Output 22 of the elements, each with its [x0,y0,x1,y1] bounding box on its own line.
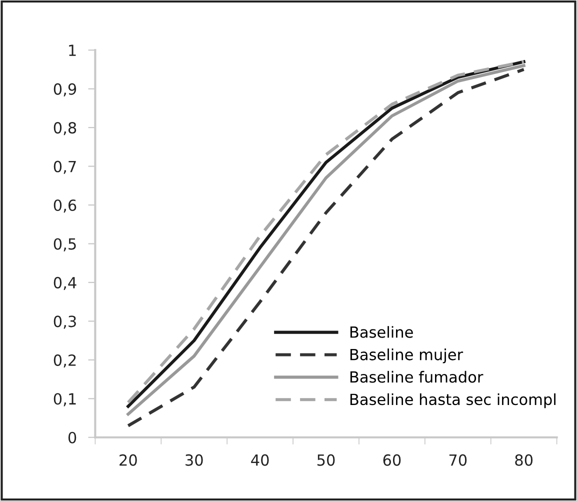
y-tick-label: 0,6 [54,199,76,213]
legend-label: Baseline hasta sec incompl [350,393,556,408]
x-tick-label: 50 [317,454,335,466]
y-tick-label: 0,8 [54,122,76,136]
y-tick-label: 0,5 [54,238,76,252]
y-tick-label: 0,7 [54,160,76,174]
x-tick-label: 30 [186,454,203,466]
x-tick-label: 70 [449,454,467,466]
legend-label: Baseline fumador [350,370,484,383]
y-tick-label: 0 [68,432,76,444]
y-tick-label: 0,9 [54,83,76,96]
x-tick-label: 20 [120,454,137,466]
x-tick-label: 60 [383,454,401,466]
y-tick-label: 0,1 [54,393,76,406]
legend-label: Baseline [350,326,413,338]
y-tick-label: 0,2 [54,354,76,368]
x-tick-label: 40 [251,454,269,466]
y-tick-label: 0,4 [54,276,76,290]
legend-label: Baseline mujer [350,348,464,364]
y-tick-label: 0,3 [54,316,76,329]
y-tick-label: 1 [69,44,76,56]
x-tick-label: 80 [515,454,533,466]
